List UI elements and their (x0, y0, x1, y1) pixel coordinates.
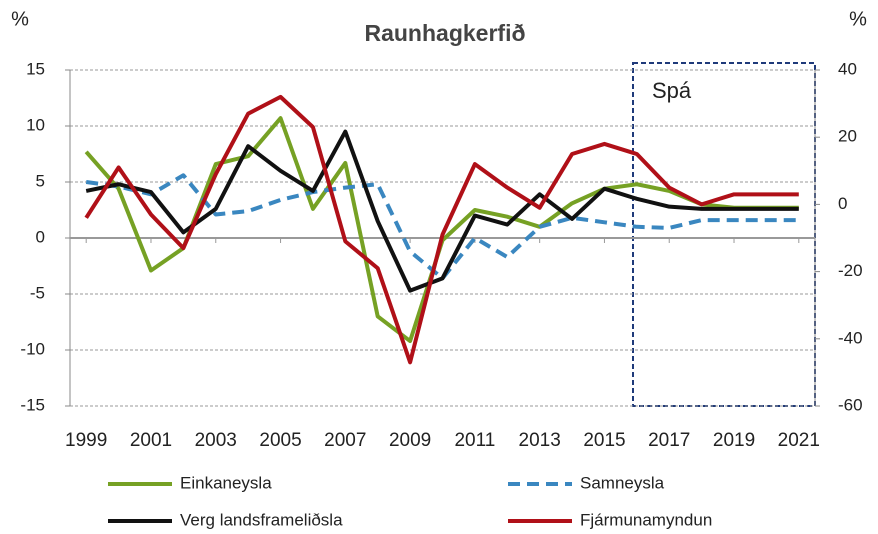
forecast-box (632, 62, 816, 407)
y-tick-label: 0 (36, 227, 45, 246)
x-tick-label: 1999 (65, 430, 107, 451)
y-tick-label: 5 (36, 171, 45, 190)
x-tick-label: 2007 (324, 430, 366, 451)
x-tick-label: 2017 (648, 430, 690, 451)
forecast-label: Spá (652, 78, 692, 103)
y2-tick-label: -60 (838, 395, 863, 414)
chart-title: Raunhagkerfið (364, 20, 525, 46)
series-line (84, 94, 799, 365)
x-tick-label: 2003 (195, 430, 237, 451)
legend-label: Samneysla (580, 473, 665, 492)
y2-tick-label: 40 (838, 59, 857, 78)
y2-tick-label: -40 (838, 328, 863, 347)
series-line (85, 129, 799, 293)
y-tick-label: -10 (20, 339, 45, 358)
x-tick-label: 2021 (778, 430, 820, 451)
y2-axis-label: % (849, 8, 867, 30)
x-tick-label: 2019 (713, 430, 755, 451)
y-tick-label: -5 (30, 283, 45, 302)
y-axis-label: % (11, 8, 29, 30)
y2-tick-label: 0 (838, 194, 847, 213)
x-tick-label: 2001 (130, 430, 172, 451)
y-tick-label: 10 (26, 115, 45, 134)
y-tick-label: 15 (26, 59, 45, 78)
x-tick-label: 2005 (259, 430, 301, 451)
legend-label: Fjármunamyndun (580, 510, 712, 529)
x-tick-label: 2011 (454, 430, 495, 451)
y2-tick-label: -20 (838, 261, 863, 280)
x-tick-label: 2015 (583, 430, 625, 451)
y-tick-label: -15 (20, 395, 45, 414)
legend-label: Verg landsframeliðsla (180, 510, 343, 529)
x-tick-label: 2013 (519, 430, 561, 451)
legend-label: Einkaneysla (180, 473, 272, 492)
y2-tick-label: 20 (838, 127, 857, 146)
x-tick-label: 2009 (389, 430, 431, 451)
